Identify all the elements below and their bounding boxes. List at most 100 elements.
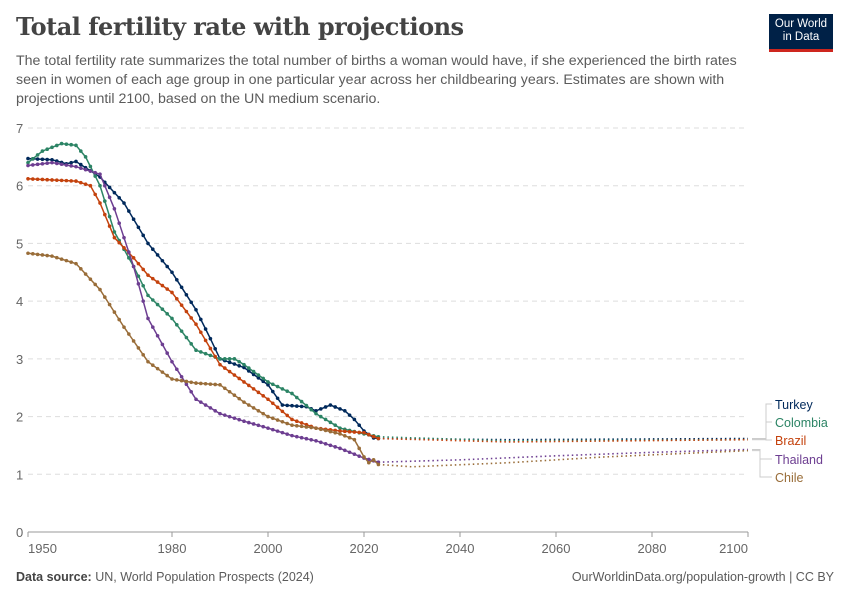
data-point-chile bbox=[333, 430, 338, 435]
data-point-thailand bbox=[88, 169, 93, 173]
data-point-brazil bbox=[213, 354, 217, 359]
data-point-brazil bbox=[208, 346, 213, 351]
data-point-turkey bbox=[290, 403, 294, 408]
data-point-chile bbox=[189, 380, 193, 385]
data-point-chile bbox=[131, 339, 136, 343]
projection-line-chile bbox=[378, 449, 749, 468]
data-point-thailand bbox=[347, 450, 352, 455]
source-text[interactable]: UN, World Population Prospects (2024) bbox=[95, 570, 314, 584]
data-point-brazil bbox=[64, 178, 69, 183]
data-point-thailand bbox=[151, 325, 155, 329]
data-point-chile bbox=[299, 424, 304, 429]
data-point-colombia bbox=[98, 183, 102, 188]
data-point-thailand bbox=[179, 374, 184, 379]
data-point-colombia bbox=[40, 149, 45, 153]
data-point-chile bbox=[295, 424, 299, 428]
legend-connector bbox=[752, 403, 772, 440]
data-point-colombia bbox=[232, 357, 237, 361]
data-point-chile bbox=[50, 254, 54, 258]
data-point-colombia bbox=[319, 414, 323, 419]
data-point-colombia bbox=[93, 174, 97, 178]
series-line-turkey bbox=[27, 157, 379, 440]
data-point-brazil bbox=[112, 235, 117, 240]
data-point-thailand bbox=[107, 195, 112, 200]
data-point-thailand bbox=[285, 432, 290, 436]
data-point-brazil bbox=[55, 178, 59, 182]
data-point-thailand bbox=[131, 264, 136, 269]
projection-line-thailand bbox=[378, 448, 749, 463]
data-point-colombia bbox=[290, 391, 294, 396]
y-tick-label: 5 bbox=[16, 236, 23, 251]
data-point-chile bbox=[266, 414, 270, 419]
data-point-chile bbox=[117, 317, 121, 322]
data-point-brazil bbox=[40, 177, 45, 182]
data-point-colombia bbox=[285, 389, 290, 393]
data-point-turkey bbox=[74, 159, 78, 164]
data-point-colombia bbox=[88, 164, 93, 169]
data-point-chile bbox=[31, 252, 35, 256]
data-point-brazil bbox=[285, 413, 290, 418]
data-point-thailand bbox=[218, 411, 222, 416]
x-tick-label: 2020 bbox=[350, 541, 379, 556]
data-point-colombia bbox=[189, 342, 193, 346]
data-point-colombia bbox=[103, 199, 107, 203]
data-point-colombia bbox=[64, 142, 69, 146]
data-point-colombia bbox=[83, 155, 88, 159]
data-point-thailand bbox=[112, 207, 117, 211]
data-point-chile bbox=[103, 295, 107, 299]
legend-connector bbox=[752, 421, 772, 441]
data-point-turkey bbox=[251, 372, 256, 377]
owid-logo[interactable]: Our World in Data bbox=[769, 14, 833, 52]
data-point-chile bbox=[136, 346, 141, 350]
credit-link[interactable]: OurWorldinData.org/population-growth | C… bbox=[571, 570, 834, 584]
data-point-chile bbox=[251, 406, 256, 410]
data-point-colombia bbox=[175, 323, 179, 327]
data-point-turkey bbox=[266, 383, 270, 387]
data-point-brazil bbox=[290, 417, 294, 422]
legend-label-colombia: Colombia bbox=[775, 416, 828, 430]
data-point-brazil bbox=[256, 390, 261, 395]
data-point-brazil bbox=[223, 366, 227, 370]
data-point-thailand bbox=[208, 406, 213, 410]
y-tick-label: 2 bbox=[16, 410, 23, 425]
data-point-chile bbox=[352, 437, 357, 442]
data-point-colombia bbox=[26, 160, 30, 165]
data-point-turkey bbox=[285, 403, 290, 408]
data-point-thailand bbox=[319, 440, 323, 445]
data-point-turkey bbox=[280, 403, 285, 407]
x-tick-label: 2100 bbox=[719, 541, 748, 556]
data-point-thailand bbox=[165, 351, 169, 355]
data-point-colombia bbox=[79, 149, 83, 153]
data-point-chile bbox=[83, 272, 88, 276]
data-point-turkey bbox=[314, 409, 318, 413]
data-point-chile bbox=[107, 302, 112, 307]
data-point-chile bbox=[242, 400, 246, 404]
data-point-brazil bbox=[155, 280, 160, 284]
data-point-chile bbox=[218, 383, 222, 387]
data-point-brazil bbox=[357, 430, 362, 435]
data-point-turkey bbox=[35, 157, 40, 161]
data-point-turkey bbox=[50, 157, 54, 162]
data-point-thailand bbox=[357, 454, 362, 458]
data-point-brazil bbox=[50, 178, 54, 182]
data-point-chile bbox=[184, 379, 189, 384]
data-point-brazil bbox=[45, 177, 49, 182]
data-point-chile bbox=[213, 382, 217, 387]
data-point-thailand bbox=[223, 413, 227, 417]
data-point-colombia bbox=[280, 387, 285, 391]
data-point-thailand bbox=[74, 164, 78, 169]
data-point-thailand bbox=[184, 382, 189, 387]
data-point-chile bbox=[199, 381, 203, 386]
data-point-colombia bbox=[256, 373, 261, 377]
data-point-thailand bbox=[295, 434, 299, 439]
data-point-brazil bbox=[367, 432, 371, 437]
data-point-thailand bbox=[59, 162, 64, 167]
data-point-turkey bbox=[357, 423, 362, 428]
x-tick-label: 1950 bbox=[28, 541, 57, 556]
data-point-thailand bbox=[213, 409, 217, 413]
data-point-turkey bbox=[40, 157, 45, 162]
data-point-chile bbox=[223, 386, 227, 391]
data-point-chile bbox=[179, 378, 184, 383]
data-point-thailand bbox=[299, 435, 304, 440]
data-point-brazil bbox=[141, 267, 145, 272]
